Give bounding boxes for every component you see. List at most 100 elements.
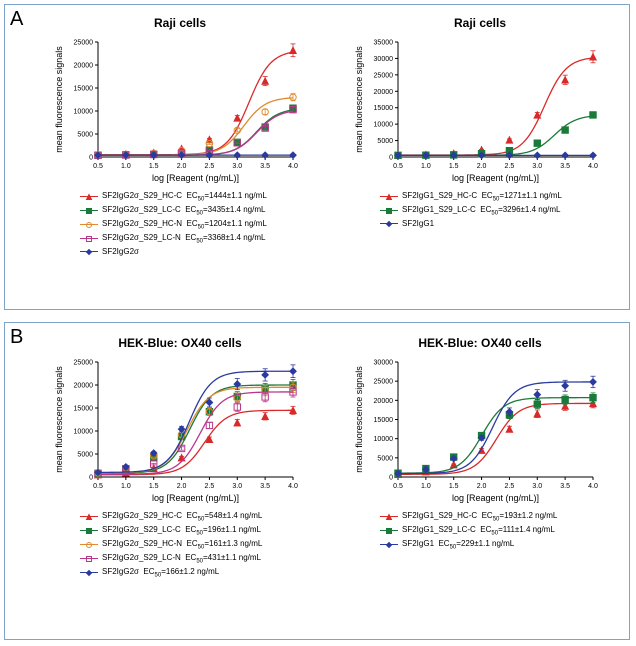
legend-row: SF2IgG2σ EC50=166±1.2 ng/mL [80, 566, 330, 580]
legend-marker [80, 569, 98, 577]
svg-text:0.5: 0.5 [393, 163, 403, 170]
svg-text:20000: 20000 [374, 398, 394, 405]
svg-text:15000: 15000 [74, 406, 94, 413]
legend-a-right: SF2IgG1_S29_HC-C EC50=1271±1.1 ng/mLSF2I… [330, 190, 630, 229]
svg-text:1.5: 1.5 [149, 483, 159, 490]
legend-marker [80, 248, 98, 256]
legend-text: SF2IgG2σ_S29_LC-C EC50=3435±1.4 ng/mL [102, 204, 265, 218]
legend-row: SF2IgG1_S29_LC-C EC50=111±1.4 ng/mL [380, 524, 630, 538]
svg-text:0: 0 [89, 155, 93, 162]
svg-text:25000: 25000 [74, 360, 94, 367]
legend-row: SF2IgG1 [380, 218, 630, 229]
panel-label-b: B [10, 326, 23, 349]
chart-a-right: Raji cells 05000100001500020000250003000… [330, 16, 630, 257]
legend-row: SF2IgG2σ_S29_HC-C EC50=1444±1.1 ng/mL [80, 190, 330, 204]
legend-marker [380, 207, 398, 215]
svg-text:1.0: 1.0 [121, 163, 131, 170]
svg-text:log [Reagent (ng/mL)]: log [Reagent (ng/mL)] [452, 173, 539, 183]
panel-a-row: Raji cells 05000100001500020000250000.51… [30, 16, 630, 257]
chart-svg-b-right: 0500010000150002000025000300000.51.01.52… [350, 354, 610, 504]
svg-text:2.5: 2.5 [205, 483, 215, 490]
svg-text:4.0: 4.0 [588, 163, 598, 170]
legend-row: SF2IgG1_S29_LC-C EC50=3296±1.4 ng/mL [380, 204, 630, 218]
chart-svg-a-right: 050001000015000200002500030000350000.51.… [350, 34, 610, 184]
svg-text:4.0: 4.0 [588, 483, 598, 490]
legend-row: SF2IgG2σ_S29_LC-N EC50=431±1.1 ng/mL [80, 552, 330, 566]
svg-text:0.5: 0.5 [93, 163, 103, 170]
svg-text:2.5: 2.5 [505, 483, 515, 490]
chart-title: Raji cells [330, 16, 630, 30]
svg-text:0: 0 [89, 475, 93, 482]
legend-marker [80, 235, 98, 243]
svg-text:1.5: 1.5 [449, 483, 459, 490]
svg-text:3.0: 3.0 [232, 163, 242, 170]
legend-text: SF2IgG2σ_S29_LC-N EC50=431±1.1 ng/mL [102, 552, 261, 566]
svg-text:3.0: 3.0 [532, 483, 542, 490]
legend-text: SF2IgG1_S29_HC-C EC50=1271±1.1 ng/mL [402, 190, 562, 204]
chart-a-left: Raji cells 05000100001500020000250000.51… [30, 16, 330, 257]
legend-marker [80, 193, 98, 201]
legend-row: SF2IgG2σ_S29_LC-C EC50=3435±1.4 ng/mL [80, 204, 330, 218]
svg-text:35000: 35000 [374, 40, 394, 47]
svg-text:1.0: 1.0 [121, 483, 131, 490]
svg-text:4.0: 4.0 [288, 163, 298, 170]
legend-text: SF2IgG1_S29_HC-C EC50=193±1.2 ng/mL [402, 510, 557, 524]
legend-marker [80, 541, 98, 549]
chart-b-left: HEK-Blue: OX40 cells 0500010000150002000… [30, 336, 330, 580]
legend-b-left: SF2IgG2σ_S29_HC-C EC50=548±1.4 ng/mLSF2I… [30, 510, 330, 580]
svg-text:0: 0 [389, 155, 393, 162]
legend-marker [380, 513, 398, 521]
svg-text:20000: 20000 [374, 89, 394, 96]
legend-row: SF2IgG2σ_S29_HC-N EC50=1204±1.1 ng/mL [80, 218, 330, 232]
legend-marker [80, 207, 98, 215]
svg-text:mean fluorescence signals: mean fluorescence signals [354, 366, 364, 473]
legend-row: SF2IgG2σ [80, 246, 330, 257]
svg-text:2.0: 2.0 [177, 163, 187, 170]
panel-b-row: HEK-Blue: OX40 cells 0500010000150002000… [30, 336, 630, 580]
svg-text:0.5: 0.5 [393, 483, 403, 490]
legend-text: SF2IgG2σ_S29_LC-C EC50=196±1.1 ng/mL [102, 524, 261, 538]
chart-svg-b-left: 05000100001500020000250000.51.01.52.02.5… [50, 354, 310, 504]
svg-text:mean fluorescence signals: mean fluorescence signals [54, 366, 64, 473]
legend-text: SF2IgG2σ_S29_HC-C EC50=548±1.4 ng/mL [102, 510, 262, 524]
svg-text:2.0: 2.0 [477, 483, 487, 490]
legend-row: SF2IgG1_S29_HC-C EC50=193±1.2 ng/mL [380, 510, 630, 524]
svg-text:log [Reagent (ng/mL)]: log [Reagent (ng/mL)] [152, 493, 239, 503]
chart-title: HEK-Blue: OX40 cells [30, 336, 330, 350]
figure: A B Raji cells 0500010000150002000025000… [0, 0, 636, 646]
svg-text:log [Reagent (ng/mL)]: log [Reagent (ng/mL)] [452, 493, 539, 503]
svg-text:5000: 5000 [377, 138, 393, 145]
chart-b-right: HEK-Blue: OX40 cells 0500010000150002000… [330, 336, 630, 580]
legend-marker [380, 220, 398, 228]
legend-text: SF2IgG1 [402, 218, 434, 229]
legend-marker [80, 527, 98, 535]
svg-text:mean fluorescence signals: mean fluorescence signals [354, 46, 364, 153]
legend-marker [380, 193, 398, 201]
svg-text:0.5: 0.5 [93, 483, 103, 490]
svg-text:15000: 15000 [74, 86, 94, 93]
legend-a-left: SF2IgG2σ_S29_HC-C EC50=1444±1.1 ng/mLSF2… [30, 190, 330, 257]
chart-svg-a-left: 05000100001500020000250000.51.01.52.02.5… [50, 34, 310, 184]
legend-row: SF2IgG1_S29_HC-C EC50=1271±1.1 ng/mL [380, 190, 630, 204]
legend-row: SF2IgG2σ_S29_HC-N EC50=161±1.3 ng/mL [80, 538, 330, 552]
svg-text:1.5: 1.5 [449, 163, 459, 170]
legend-text: SF2IgG2σ EC50=166±1.2 ng/mL [102, 566, 219, 580]
svg-text:3.0: 3.0 [232, 483, 242, 490]
svg-text:20000: 20000 [74, 383, 94, 390]
svg-text:15000: 15000 [374, 417, 394, 424]
svg-text:log [Reagent (ng/mL)]: log [Reagent (ng/mL)] [152, 173, 239, 183]
svg-text:25000: 25000 [374, 379, 394, 386]
legend-text: SF2IgG2σ_S29_HC-C EC50=1444±1.1 ng/mL [102, 190, 267, 204]
legend-row: SF2IgG1 EC50=229±1.1 ng/mL [380, 538, 630, 552]
svg-text:2.0: 2.0 [177, 483, 187, 490]
legend-text: SF2IgG2σ_S29_HC-N EC50=161±1.3 ng/mL [102, 538, 262, 552]
svg-text:3.0: 3.0 [532, 163, 542, 170]
panel-label-a: A [10, 8, 23, 31]
legend-text: SF2IgG1_S29_LC-C EC50=3296±1.4 ng/mL [402, 204, 561, 218]
legend-marker [380, 527, 398, 535]
legend-text: SF2IgG2σ_S29_HC-N EC50=1204±1.1 ng/mL [102, 218, 267, 232]
legend-text: SF2IgG1_S29_LC-C EC50=111±1.4 ng/mL [402, 524, 555, 538]
svg-text:30000: 30000 [374, 360, 394, 367]
svg-text:2.5: 2.5 [505, 163, 515, 170]
legend-text: SF2IgG2σ [102, 246, 139, 257]
